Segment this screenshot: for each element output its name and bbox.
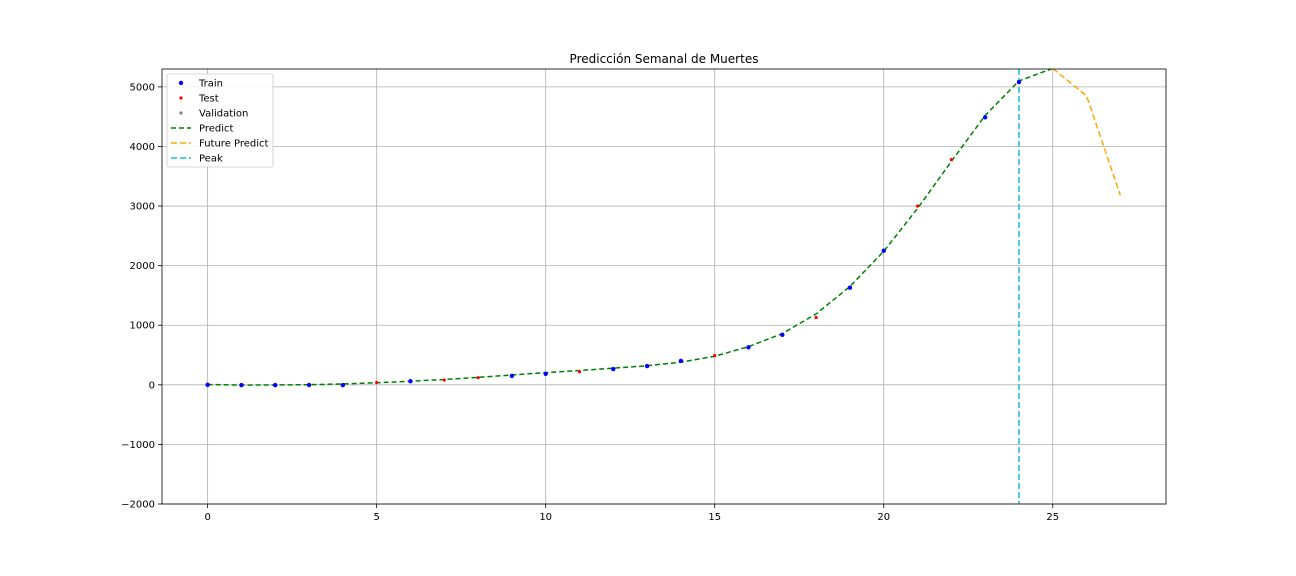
y-tick-label: 2000 <box>130 261 155 272</box>
x-tick-label: 5 <box>373 512 379 523</box>
train-point <box>543 371 548 376</box>
y-tick-label: 1000 <box>130 321 155 332</box>
predict-line <box>207 69 1054 386</box>
x-tick-label: 25 <box>1046 512 1059 523</box>
y-tick-label: −2000 <box>121 500 155 511</box>
train-point <box>239 382 244 388</box>
train-point <box>340 382 346 388</box>
train-point <box>746 345 751 350</box>
legend-label-validation: Validation <box>199 109 248 120</box>
train-point <box>509 373 515 379</box>
x-tick-label: 10 <box>539 512 552 523</box>
train-point <box>306 382 312 388</box>
train-point <box>408 379 413 384</box>
train-point <box>678 358 684 364</box>
legend-marker-train <box>178 80 184 86</box>
legend-label-future-predict: Future Predict <box>199 139 269 150</box>
y-tick-label: 5000 <box>130 82 155 93</box>
plot-area <box>205 69 1122 504</box>
plot-frame <box>161 68 1167 505</box>
train-point <box>273 382 278 388</box>
test-point <box>442 378 446 382</box>
train-point <box>1016 79 1022 85</box>
test-point <box>949 157 953 162</box>
x-tick-label: 0 <box>204 512 210 523</box>
y-tick-label: −1000 <box>121 440 155 451</box>
test-point <box>915 204 920 208</box>
chart-title: Predicción Semanal de Muertes <box>570 52 759 66</box>
future-predict-line <box>1052 69 1122 196</box>
y-axis: −2000 −1000 0 1000 2000 3000 4000 5000 <box>121 82 162 511</box>
train-point <box>847 285 853 290</box>
legend: Train Test Validation Predict Future Predict… <box>166 73 274 168</box>
legend-label-predict: Predict <box>199 124 234 135</box>
legend-marker-test <box>179 96 183 100</box>
legend-box <box>166 73 274 168</box>
y-tick-label: 3000 <box>130 202 155 213</box>
test-point <box>713 354 717 358</box>
grid <box>162 69 1166 505</box>
test-point <box>375 380 379 385</box>
train-point <box>205 382 210 388</box>
x-tick-label: 15 <box>708 512 721 523</box>
legend-marker-validation <box>179 111 183 115</box>
y-tick-label: 0 <box>149 380 155 391</box>
series-layer <box>205 69 1122 504</box>
x-tick-label: 20 <box>877 512 890 523</box>
legend-label-peak: Peak <box>199 154 223 165</box>
train-point <box>780 332 785 337</box>
x-axis: 0 5 10 15 20 25 <box>204 504 1059 523</box>
legend-label-test: Test <box>198 94 219 105</box>
train-point <box>644 363 650 369</box>
test-point <box>476 376 480 380</box>
legend-label-train: Train <box>198 79 223 90</box>
train-point <box>611 366 616 372</box>
y-tick-label: 4000 <box>130 142 155 153</box>
train-point <box>982 115 988 120</box>
test-point <box>577 370 582 374</box>
train-point <box>881 248 886 253</box>
test-point <box>814 315 818 320</box>
